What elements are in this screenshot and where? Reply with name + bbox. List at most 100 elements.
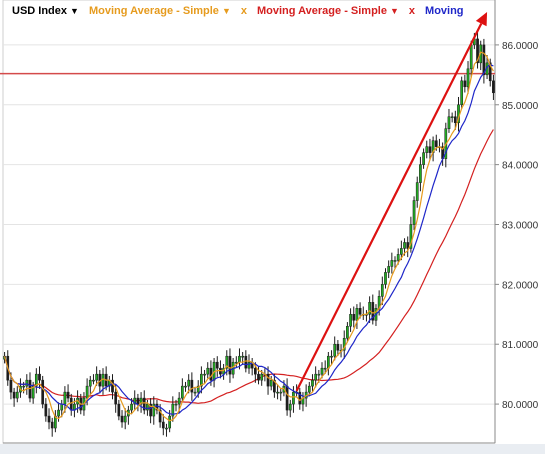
sma-fast-line bbox=[4, 51, 494, 422]
candle-body bbox=[177, 397, 181, 405]
candle-body bbox=[320, 367, 324, 375]
candle-body bbox=[38, 373, 41, 381]
candle-body bbox=[466, 68, 470, 88]
candle-body bbox=[155, 403, 159, 411]
candle-body bbox=[180, 385, 184, 399]
candle-body bbox=[406, 242, 410, 249]
candle-body bbox=[260, 373, 264, 381]
candle-body bbox=[409, 224, 413, 249]
candle-body bbox=[460, 80, 464, 106]
candle-body bbox=[66, 391, 70, 399]
candle-body bbox=[85, 385, 89, 399]
candle-body bbox=[269, 379, 273, 387]
legend-usd-index-label: USD Index bbox=[12, 5, 68, 17]
candle-body bbox=[273, 379, 276, 393]
sma-mid-line bbox=[4, 64, 494, 415]
candle-body bbox=[323, 367, 327, 370]
candle-body bbox=[28, 379, 32, 399]
sma-fast-layer bbox=[4, 51, 494, 422]
candle-body bbox=[384, 272, 387, 285]
candle-body bbox=[120, 415, 124, 423]
legend-sma-3[interactable]: Moving bbox=[425, 5, 464, 17]
candle-body bbox=[158, 409, 162, 423]
candle-body bbox=[355, 308, 359, 321]
legend-sma-1[interactable]: Moving Average - Simple ▼ bbox=[89, 5, 231, 17]
candle-body bbox=[400, 248, 403, 255]
candle-body bbox=[288, 403, 292, 411]
candle-body bbox=[215, 361, 219, 369]
candle-body bbox=[266, 373, 270, 387]
candle-body bbox=[419, 164, 422, 183]
candle-body bbox=[342, 337, 346, 351]
candle-body bbox=[349, 314, 352, 327]
candle-body bbox=[368, 302, 371, 315]
candle-body bbox=[333, 343, 337, 357]
y-tick-label: 85.0000 bbox=[502, 101, 539, 112]
grid-layer bbox=[2, 0, 496, 444]
candle-body bbox=[257, 373, 260, 381]
legend-usd-index[interactable]: USD Index ▼ bbox=[12, 5, 79, 17]
y-tick-label: 81.0000 bbox=[502, 340, 539, 351]
candle-body bbox=[146, 403, 149, 411]
candle-body bbox=[387, 266, 391, 273]
candle-body bbox=[244, 355, 248, 369]
sma-2-dropdown-icon[interactable]: ▼ bbox=[389, 6, 399, 16]
candle-body bbox=[307, 385, 311, 393]
legend-sma-2-close-icon[interactable]: x bbox=[408, 5, 416, 17]
candle-body bbox=[314, 373, 318, 381]
y-tick-label: 82.0000 bbox=[502, 280, 539, 291]
candle-body bbox=[476, 38, 479, 64]
candle-body bbox=[184, 385, 187, 388]
legend-sma-2-label: Moving Average - Simple bbox=[256, 5, 387, 17]
candle-body bbox=[482, 44, 486, 76]
candle-body bbox=[412, 200, 416, 225]
candle-body bbox=[111, 379, 114, 393]
candle-body bbox=[95, 373, 98, 381]
candle-body bbox=[396, 254, 400, 261]
candle-body bbox=[311, 379, 314, 387]
candle-body bbox=[276, 391, 279, 394]
candle-body bbox=[190, 379, 194, 393]
candle-body bbox=[203, 373, 206, 376]
candle-body bbox=[371, 302, 375, 321]
legend-bar: USD Index ▼ Moving Average - Simple ▼ x … bbox=[0, 0, 496, 22]
candle-body bbox=[69, 397, 73, 411]
candle-body bbox=[463, 80, 467, 88]
candle-body bbox=[285, 385, 289, 411]
sma-1-dropdown-icon[interactable]: ▼ bbox=[221, 6, 231, 16]
plot-frame bbox=[2, 0, 496, 444]
candle-body bbox=[44, 403, 48, 417]
candle-body bbox=[171, 403, 175, 417]
candle-body bbox=[9, 379, 13, 393]
candle-body bbox=[390, 260, 394, 267]
sma-mid-layer bbox=[4, 64, 494, 415]
candle-body bbox=[34, 373, 38, 387]
candle-body bbox=[380, 284, 384, 297]
candle-body bbox=[193, 391, 197, 394]
candle-body bbox=[114, 391, 118, 405]
candle-body bbox=[152, 403, 156, 417]
candle-body bbox=[174, 403, 178, 406]
candle-body bbox=[247, 361, 251, 369]
candle-body bbox=[336, 343, 340, 351]
legend-sma-2[interactable]: Moving Average - Simple ▼ bbox=[257, 5, 399, 17]
legend-sma-1-close-icon[interactable]: x bbox=[240, 5, 247, 17]
candle-body bbox=[161, 421, 165, 429]
candle-body bbox=[168, 415, 171, 429]
candle-body bbox=[139, 397, 143, 405]
candle-body bbox=[415, 182, 419, 201]
candle-body bbox=[196, 385, 200, 393]
candle-body bbox=[234, 361, 238, 364]
candle-body bbox=[428, 146, 432, 153]
trend-arrow-layer bbox=[295, 11, 488, 392]
candle-body bbox=[434, 140, 438, 147]
candle-body bbox=[92, 379, 95, 382]
candle-body bbox=[488, 62, 492, 82]
usd-index-dropdown-icon[interactable]: ▼ bbox=[70, 6, 79, 16]
bottom-strip bbox=[0, 444, 545, 454]
candle-body bbox=[403, 242, 406, 249]
candle-body bbox=[60, 403, 64, 411]
